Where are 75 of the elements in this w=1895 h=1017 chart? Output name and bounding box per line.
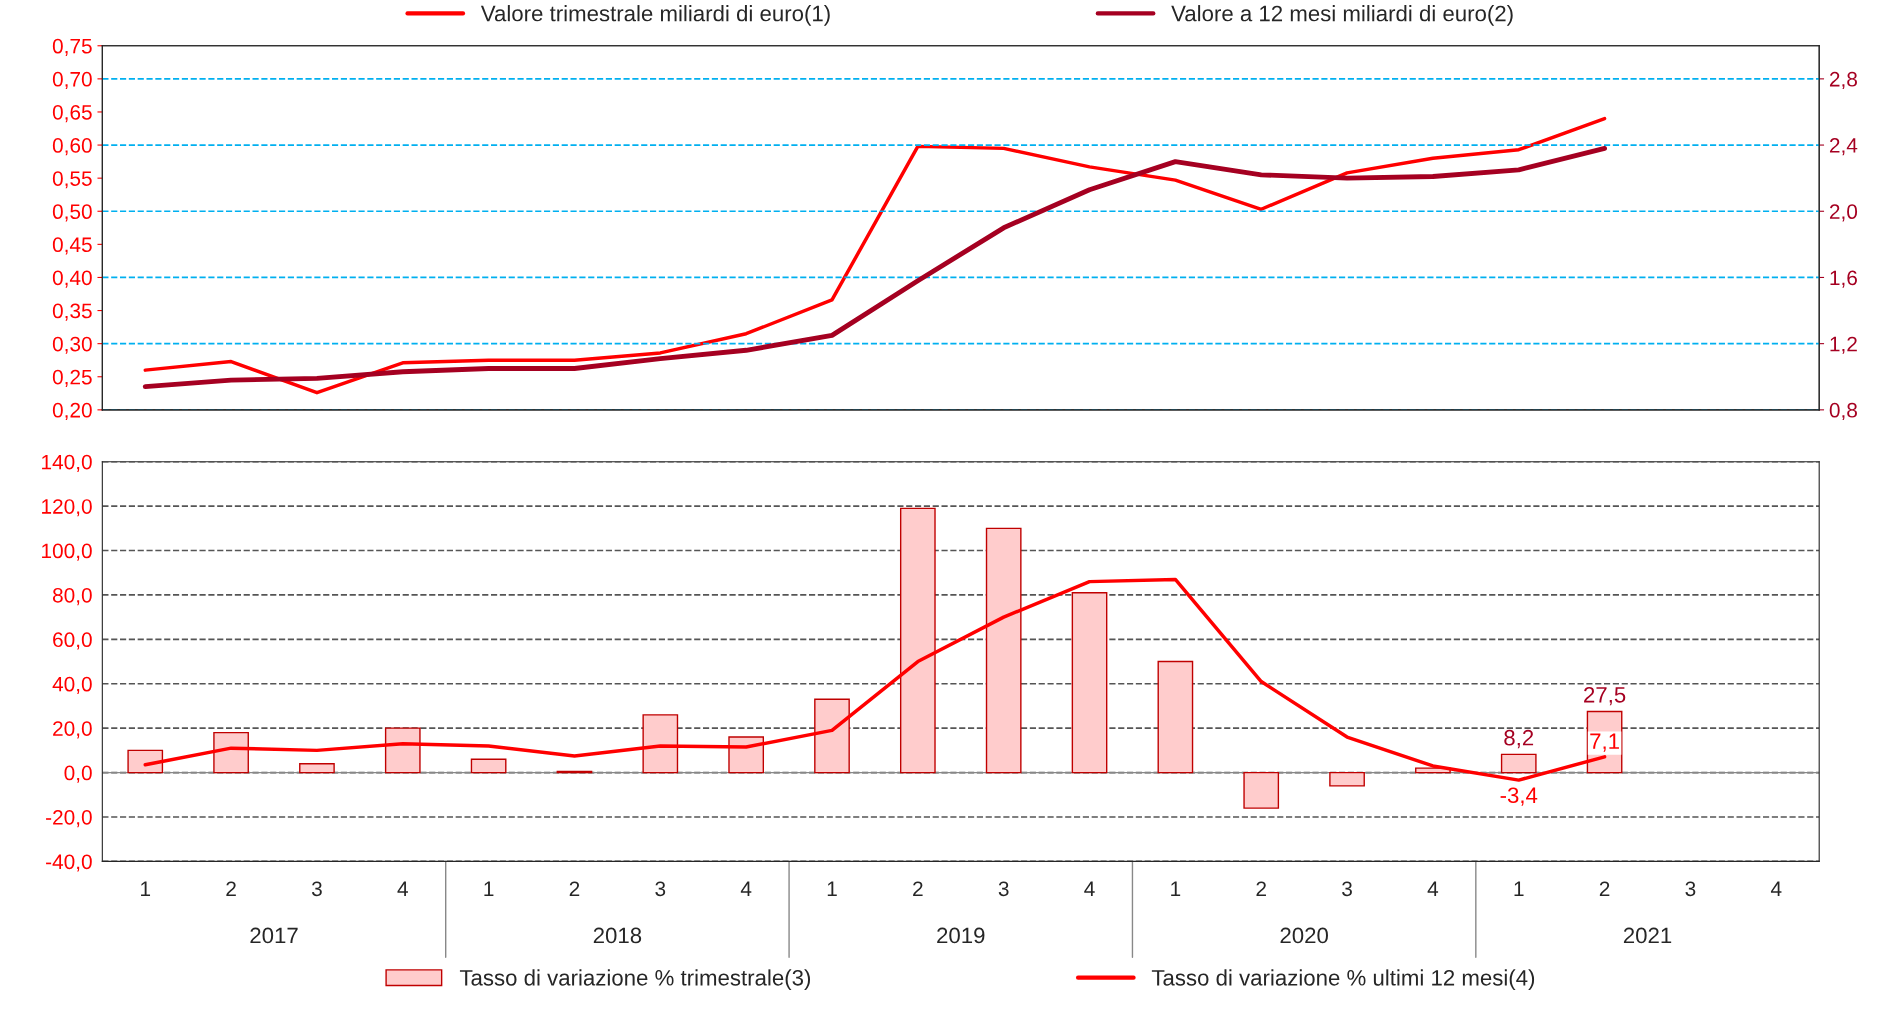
x-tick-label: 3 [1342, 881, 1352, 897]
y-tick-label: 0,30 [52, 336, 92, 354]
x-tick-label: 3 [311, 881, 322, 897]
y-tick-label: 0,70 [52, 71, 92, 90]
x-tick-label: 2 [569, 881, 580, 896]
x-tick-label: 4 [740, 881, 752, 896]
data-label: -3,4 [1500, 787, 1538, 806]
data-label: 27,5 [1584, 686, 1626, 706]
x-tick-label: 2 [226, 881, 236, 896]
x-tick-label: 2 [1256, 881, 1266, 896]
y-tick-label: 100,0 [42, 543, 92, 561]
y2-tick-label: 0,8 [1829, 402, 1857, 421]
x-tick-label: 1 [484, 881, 494, 896]
x-tick-label: 3 [1685, 881, 1696, 897]
y2-tick-label: 1,2 [1830, 336, 1857, 354]
y-tick-label: 0,50 [52, 204, 92, 222]
x-tick-label: 1 [1514, 881, 1524, 896]
legend-label: Valore trimestrale miliardi di euro(1) [480, 5, 830, 26]
y-tick-label: 0,45 [52, 237, 92, 255]
y2-tick-label: 2,4 [1829, 138, 1858, 156]
y-tick-label: 0,0 [64, 765, 92, 783]
x-tick-label: 1 [827, 881, 837, 896]
y-tick-label: 20,0 [53, 721, 92, 739]
legend-label: Tasso di variazione % ultimi 12 mesi(4) [1151, 969, 1535, 991]
text: 2017 [250, 927, 298, 944]
x-tick-label: 1 [1171, 881, 1181, 896]
bar [642, 714, 679, 774]
x-tick-label: 2 [1599, 881, 1610, 896]
y-tick-label: 40,0 [52, 676, 92, 694]
x-tick-label: 1 [141, 881, 151, 896]
y-tick-label: 0,25 [52, 369, 92, 387]
x-tick-label: 2 [913, 881, 923, 896]
bar [985, 527, 1022, 774]
y-tick-label: 0,40 [52, 270, 92, 288]
bar [1500, 753, 1537, 774]
y-tick-label: 0,65 [52, 104, 92, 123]
text: 2018 [593, 927, 642, 944]
y-tick-label: 0,20 [52, 402, 92, 421]
bar [1071, 592, 1108, 774]
y-tick-label: 80,0 [52, 587, 92, 606]
data-label: 7,1 [1590, 733, 1619, 752]
bar [814, 698, 850, 774]
bar [899, 507, 936, 774]
y2-tick-label: 1,6 [1830, 270, 1857, 288]
y-tick-label: 120,0 [42, 499, 92, 517]
bar [299, 763, 335, 774]
bar [1157, 660, 1194, 774]
bar [1329, 771, 1365, 787]
x-tick-label: 3 [998, 881, 1009, 897]
bar [127, 749, 164, 774]
data-label: 8,2 [1504, 729, 1534, 749]
legend-label: Valore a 12 mesi miliardi di euro(2) [1171, 5, 1513, 26]
bar [384, 727, 421, 774]
y-tick-label: -20,0 [46, 809, 92, 828]
x-tick-label: 4 [397, 881, 408, 896]
y-tick-label: -40,0 [46, 854, 92, 872]
text: 2019 [937, 927, 985, 944]
y-tick-label: 0,35 [52, 303, 92, 321]
text: 2021 [1623, 927, 1672, 944]
y2-tick-label: 2,0 [1829, 204, 1858, 222]
bar [1243, 771, 1280, 809]
y-tick-label: 0,60 [52, 138, 92, 156]
x-tick-label: 3 [655, 881, 666, 897]
x-tick-label: 4 [1770, 881, 1782, 896]
y-tick-label: 60,0 [53, 632, 92, 650]
x-tick-label: 4 [1427, 881, 1439, 896]
bar [470, 758, 507, 774]
y-tick-label: 140,0 [42, 454, 92, 472]
text: 2020 [1280, 927, 1328, 944]
x-tick-label: 4 [1084, 881, 1095, 896]
y-tick-label: 0,75 [52, 38, 92, 56]
bar [213, 731, 249, 774]
y-tick-label: 0,55 [52, 171, 92, 189]
legend-label: Tasso di variazione % trimestrale(3) [459, 969, 811, 991]
y2-tick-label: 2,8 [1829, 71, 1857, 90]
